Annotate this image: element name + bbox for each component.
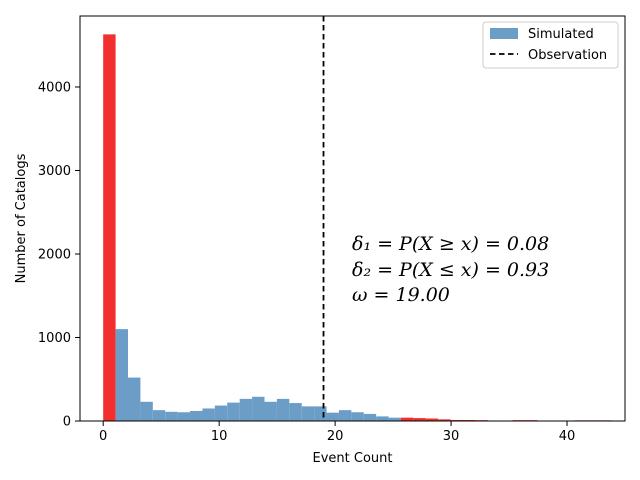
histogram-bar-22 xyxy=(376,416,389,421)
x-tick-label-20: 20 xyxy=(327,429,344,444)
histogram-bar-21 xyxy=(363,413,377,421)
histogram-bar-7 xyxy=(190,410,203,421)
histogram-bar-14 xyxy=(276,398,290,421)
legend-label-observation: Observation xyxy=(528,48,607,63)
legend-label-simulated: Simulated xyxy=(528,27,594,42)
histogram-bar-11 xyxy=(239,398,253,421)
histogram-bar-10 xyxy=(227,402,240,421)
y-axis-label: Number of Catalogs xyxy=(14,153,29,283)
histogram-bar-28 xyxy=(450,419,464,421)
histogram-bar-15 xyxy=(289,403,302,421)
histogram-bar-18 xyxy=(326,412,339,421)
legend-swatch-simulated xyxy=(490,28,518,39)
x-axis-ticks: 0 10 20 30 40 xyxy=(99,421,575,444)
histogram-bar-6 xyxy=(177,412,191,421)
histogram-bar-29 xyxy=(463,419,476,421)
histogram-bar-16 xyxy=(301,406,315,421)
annotation-delta1: δ₁ = P(X ≥ x) = 0.08 xyxy=(352,233,549,255)
histogram-bar-26 xyxy=(425,418,439,421)
histogram-bar-0 xyxy=(103,34,116,422)
histogram-bar-19 xyxy=(338,410,352,421)
histogram-bar-8 xyxy=(202,408,215,421)
y-tick-label-1000: 1000 xyxy=(38,331,71,346)
x-tick-label-0: 0 xyxy=(99,429,107,444)
histogram-bar-17 xyxy=(314,406,327,421)
histogram-bar-23 xyxy=(388,417,401,421)
x-tick-label-10: 10 xyxy=(211,429,228,444)
histogram-bar-20 xyxy=(351,412,364,421)
x-tick-label-40: 40 xyxy=(559,429,576,444)
histogram-bar-5 xyxy=(165,411,178,421)
histogram-bar-13 xyxy=(264,401,277,421)
y-tick-label-3000: 3000 xyxy=(38,164,71,179)
plot-frame xyxy=(79,15,626,422)
histogram-bar-3 xyxy=(140,401,153,421)
annotation-delta2: δ₂ = P(X ≤ x) = 0.93 xyxy=(352,259,549,281)
histogram-bar-25 xyxy=(413,418,426,421)
histogram-bar-4 xyxy=(152,410,166,421)
histogram-bar-2 xyxy=(128,377,141,421)
x-tick-label-30: 30 xyxy=(443,429,460,444)
histogram-bar-24 xyxy=(400,417,414,421)
histogram-bar-12 xyxy=(252,396,265,421)
y-tick-label-4000: 4000 xyxy=(38,80,71,95)
annotation-block: δ₁ = P(X ≥ x) = 0.08 δ₂ = P(X ≤ x) = 0.9… xyxy=(352,233,549,306)
y-tick-label-0: 0 xyxy=(63,415,71,430)
histogram-bars xyxy=(103,34,625,422)
y-tick-label-2000: 2000 xyxy=(38,247,71,262)
y-axis-ticks: 0 1000 2000 3000 4000 xyxy=(38,80,80,430)
histogram-bar-9 xyxy=(214,405,228,421)
annotation-omega: ω = 19.00 xyxy=(352,284,450,306)
legend: Simulated Observation xyxy=(482,21,619,69)
x-axis-label: Event Count xyxy=(313,451,393,466)
histogram-bar-27 xyxy=(438,419,451,421)
histogram-bar-1 xyxy=(115,329,129,421)
